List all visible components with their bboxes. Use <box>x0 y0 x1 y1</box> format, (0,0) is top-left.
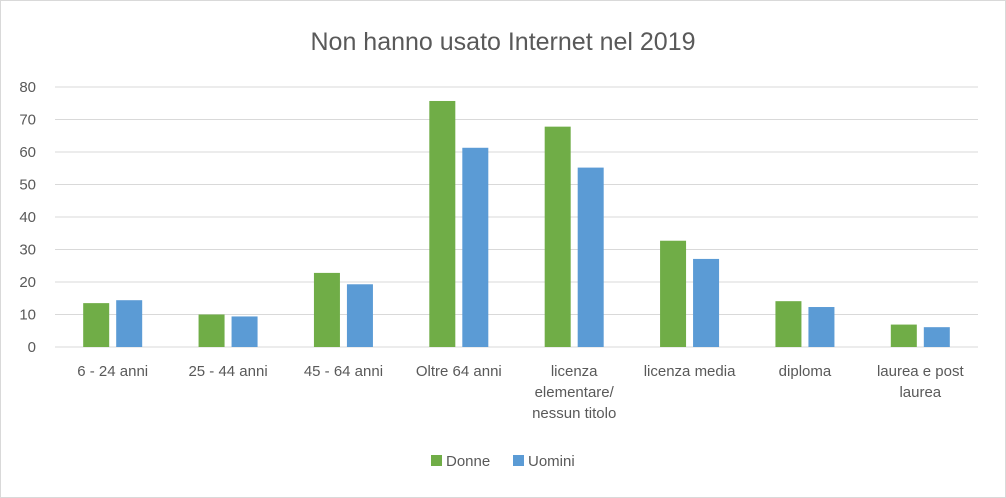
bar-donne-6 <box>775 301 802 347</box>
chart-title: Non hanno usato Internet nel 2019 <box>310 28 695 56</box>
x-category-label: diploma <box>779 363 832 380</box>
legend-swatch-donne <box>431 455 442 466</box>
x-category-label: 6 - 24 anni <box>77 363 148 380</box>
y-tick-label: 40 <box>19 209 36 226</box>
bar-donne-0 <box>83 303 110 347</box>
x-axis-categories: 6 - 24 anni 25 - 44 anni 45 - 64 anni Oltre… <box>77 363 964 422</box>
bar-donne-2 <box>313 272 340 347</box>
legend-label-donne: Donne <box>446 453 490 470</box>
bar-uomini-3 <box>462 147 489 347</box>
x-category-label: laurea e post <box>877 363 965 380</box>
bar-donne-4 <box>544 126 571 348</box>
x-category-label: Oltre 64 anni <box>416 363 502 380</box>
bar-uomini-6 <box>808 307 835 347</box>
legend: Donne Uomini <box>431 453 575 470</box>
bar-donne-3 <box>429 100 456 347</box>
x-category-label: licenza <box>551 363 598 380</box>
bar-uomini-1 <box>231 316 258 347</box>
x-category-label: 25 - 44 anni <box>188 363 267 380</box>
legend-swatch-uomini <box>513 455 524 466</box>
bars <box>83 100 950 348</box>
x-category-label: nessun titolo <box>532 405 616 422</box>
x-category-label: licenza media <box>644 363 736 380</box>
legend-label-uomini: Uomini <box>528 453 575 470</box>
y-tick-label: 50 <box>19 177 36 194</box>
bar-uomini-4 <box>577 167 604 347</box>
bar-uomini-2 <box>346 284 373 347</box>
bar-uomini-5 <box>693 258 720 347</box>
bar-donne-1 <box>198 314 225 347</box>
x-category-label: laurea <box>899 384 941 401</box>
y-tick-label: 80 <box>19 79 36 96</box>
bar-donne-5 <box>660 240 687 347</box>
bar-uomini-0 <box>116 300 143 347</box>
y-tick-label: 30 <box>19 242 36 259</box>
y-tick-label: 10 <box>19 307 36 324</box>
x-category-label: 45 - 64 anni <box>304 363 383 380</box>
y-tick-label: 60 <box>19 144 36 161</box>
x-category-label: elementare/ <box>535 384 615 401</box>
bar-uomini-7 <box>923 327 950 347</box>
bar-donne-7 <box>890 324 917 347</box>
y-tick-label: 0 <box>28 339 36 356</box>
y-tick-label: 20 <box>19 274 36 291</box>
y-axis-ticks: 0 10 20 30 40 50 60 70 80 <box>19 79 36 356</box>
y-tick-label: 70 <box>19 112 36 129</box>
gridlines <box>55 86 978 348</box>
